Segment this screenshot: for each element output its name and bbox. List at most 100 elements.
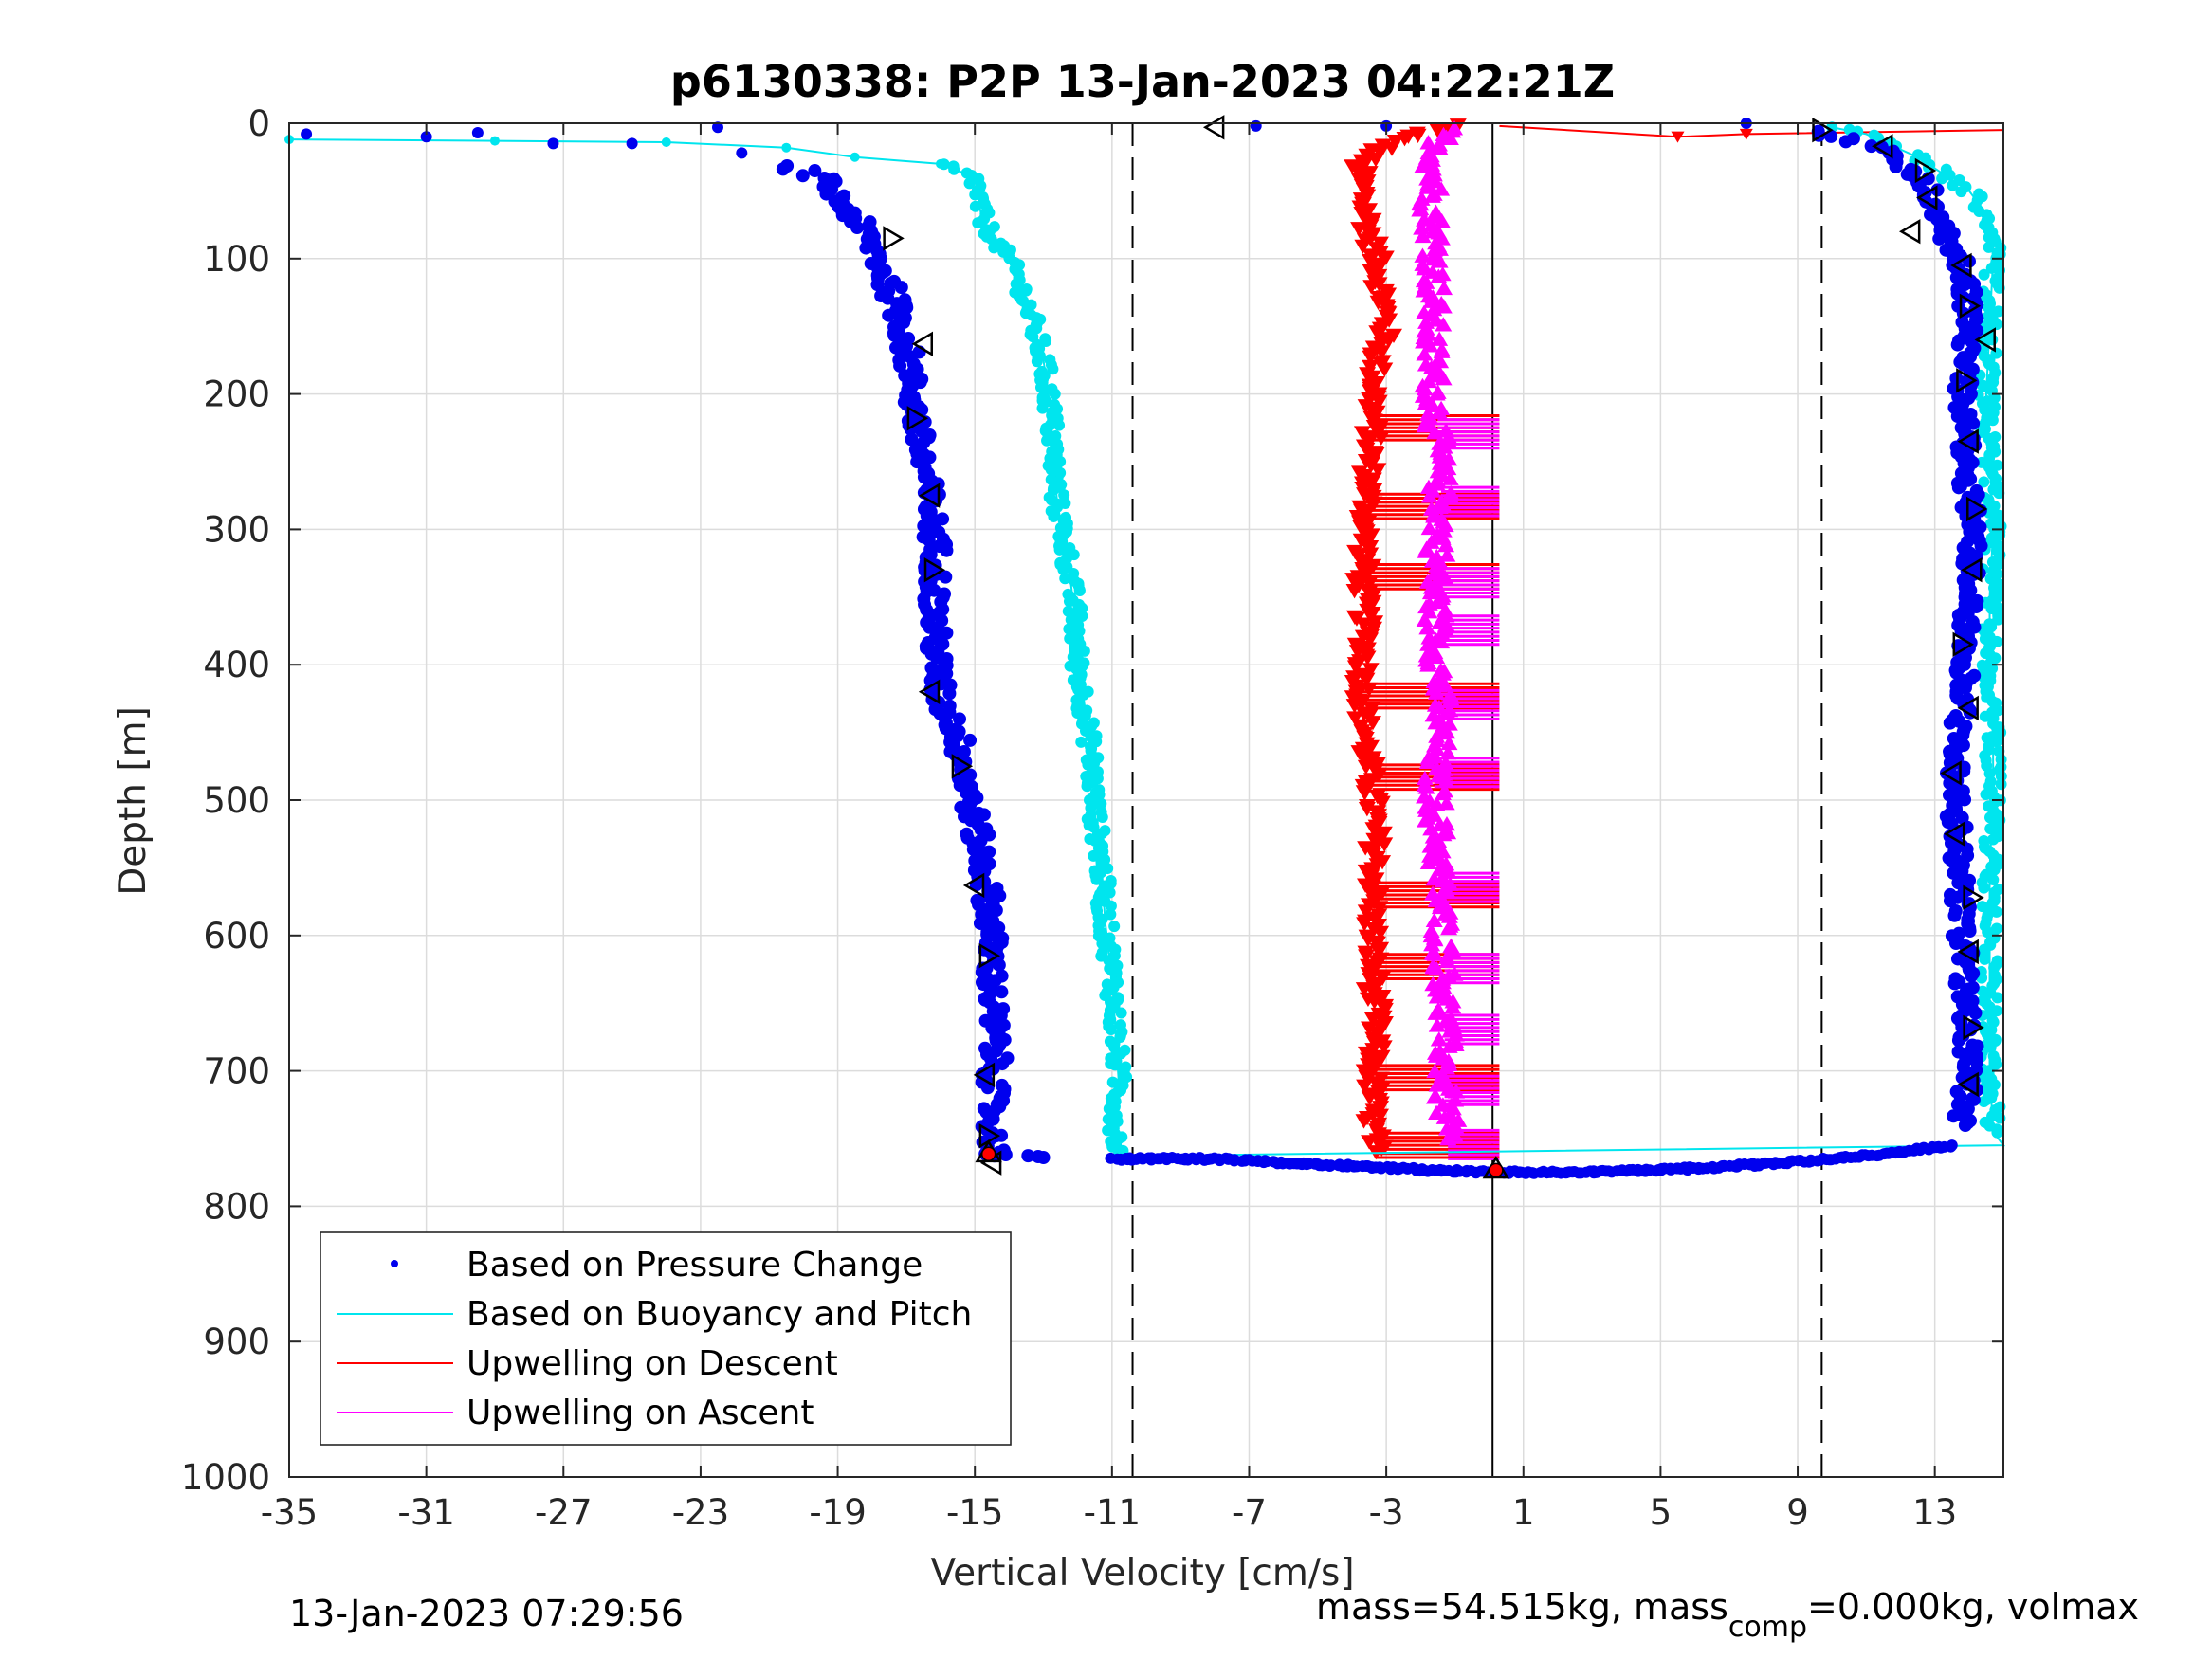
x-tick-label: -15 (946, 1492, 1003, 1533)
pitch-marker (1872, 134, 1893, 159)
data-point (1036, 402, 1049, 414)
data-point (1355, 982, 1373, 997)
data-point (1356, 917, 1374, 932)
data-point (1983, 618, 1996, 630)
data-point (1976, 379, 1988, 392)
data-point (1951, 1045, 1965, 1059)
data-point (1373, 795, 1391, 811)
data-point (736, 147, 748, 159)
y-tick-label: 300 (203, 509, 270, 550)
data-point (1970, 593, 1984, 608)
data-point (1417, 314, 1435, 329)
axis-ticks: -35 -31 -27 -23 -19 -15 -11 -7 -3 1 5 9 130100200300… (181, 103, 2003, 1533)
data-point (1416, 346, 1434, 361)
data-point (1441, 693, 1459, 708)
pitch-marker (883, 226, 905, 251)
data-point (1096, 811, 1108, 824)
data-point (1435, 317, 1453, 332)
pitch-marker (1812, 117, 1834, 143)
data-point (900, 301, 914, 315)
x-tick-label: -27 (535, 1492, 592, 1533)
data-point (1435, 371, 1453, 386)
data-point (1356, 1079, 1374, 1094)
data-point (850, 221, 865, 235)
data-point (1420, 520, 1438, 536)
data-point (948, 163, 960, 175)
legend-box (320, 1231, 1012, 1446)
data-point (939, 570, 953, 584)
y-tick-label: 800 (203, 1186, 270, 1227)
pitch-marker (1916, 185, 1938, 210)
data-point (1930, 183, 1945, 197)
data-point (1096, 938, 1108, 950)
y-tick-label: 1000 (181, 1457, 270, 1498)
data-point (1353, 426, 1371, 441)
data-point (1418, 620, 1436, 635)
data-point (893, 358, 907, 373)
data-point (1758, 1157, 1770, 1169)
footer-mass-prefix: mass=54.515kg, mass (1316, 1586, 1728, 1628)
data-point (963, 733, 978, 747)
data-point (1416, 611, 1434, 627)
pitch-marker (906, 406, 929, 431)
data-point (1992, 305, 2004, 318)
data-point (1429, 123, 1447, 139)
pitch-marker (1952, 631, 1974, 657)
data-point (420, 131, 432, 143)
data-point (1978, 476, 1990, 488)
data-point (1356, 786, 1374, 801)
data-point (301, 128, 313, 140)
y-tick-label: 100 (203, 239, 270, 280)
data-point (1104, 886, 1116, 899)
x-tick-label: 9 (1786, 1492, 1809, 1533)
data-point (1952, 926, 1966, 940)
data-point (1420, 488, 1438, 503)
data-point (1430, 268, 1448, 283)
data-point (661, 137, 671, 147)
data-point (1361, 1021, 1379, 1036)
footer-timestamp: 13-Jan-2023 07:29:56 (289, 1593, 684, 1634)
data-point (992, 957, 1006, 972)
x-tick-label: -7 (1232, 1492, 1267, 1533)
data-point (1057, 563, 1069, 575)
data-point (819, 187, 833, 201)
surface-trace-line (1499, 124, 2004, 138)
data-point (1426, 946, 1444, 961)
data-point (1115, 1007, 1127, 1019)
data-point (1441, 130, 1459, 145)
y-tick-label: 600 (203, 916, 270, 957)
data-point (1053, 419, 1066, 431)
data-point (1965, 1038, 1980, 1052)
data-point (1105, 900, 1117, 912)
data-point (489, 136, 500, 146)
data-point (1075, 736, 1088, 748)
data-point (1372, 925, 1390, 941)
data-point (1436, 773, 1454, 789)
data-point (1989, 1033, 2002, 1046)
data-point (547, 137, 559, 150)
legend-label: Upwelling on Descent (466, 1344, 838, 1383)
data-point (1369, 463, 1387, 478)
data-point (1431, 139, 1449, 155)
data-point (1045, 473, 1057, 485)
data-point (1428, 648, 1446, 665)
data-point (1428, 1104, 1446, 1120)
data-point (1985, 731, 1998, 743)
data-point (1357, 904, 1375, 920)
data-point (1967, 668, 1982, 683)
pitch-marker (911, 331, 934, 356)
x-tick-label: -3 (1369, 1492, 1404, 1533)
bottom-marker (1489, 1162, 1504, 1178)
plot-area (284, 115, 2007, 1477)
y-axis-label: Depth [m] (112, 706, 155, 896)
data-point (1048, 510, 1060, 522)
legend-item-pressure: Based on Pressure Change (391, 1246, 923, 1285)
data-point (1431, 331, 1449, 346)
data-point (1363, 606, 1381, 622)
data-point (1358, 672, 1376, 687)
chart-title: p6130338: P2P 13-Jan-2023 04:22:21Z (670, 56, 1615, 107)
data-point (1943, 887, 1957, 902)
data-point (1739, 128, 1753, 140)
data-point (1021, 1149, 1035, 1163)
